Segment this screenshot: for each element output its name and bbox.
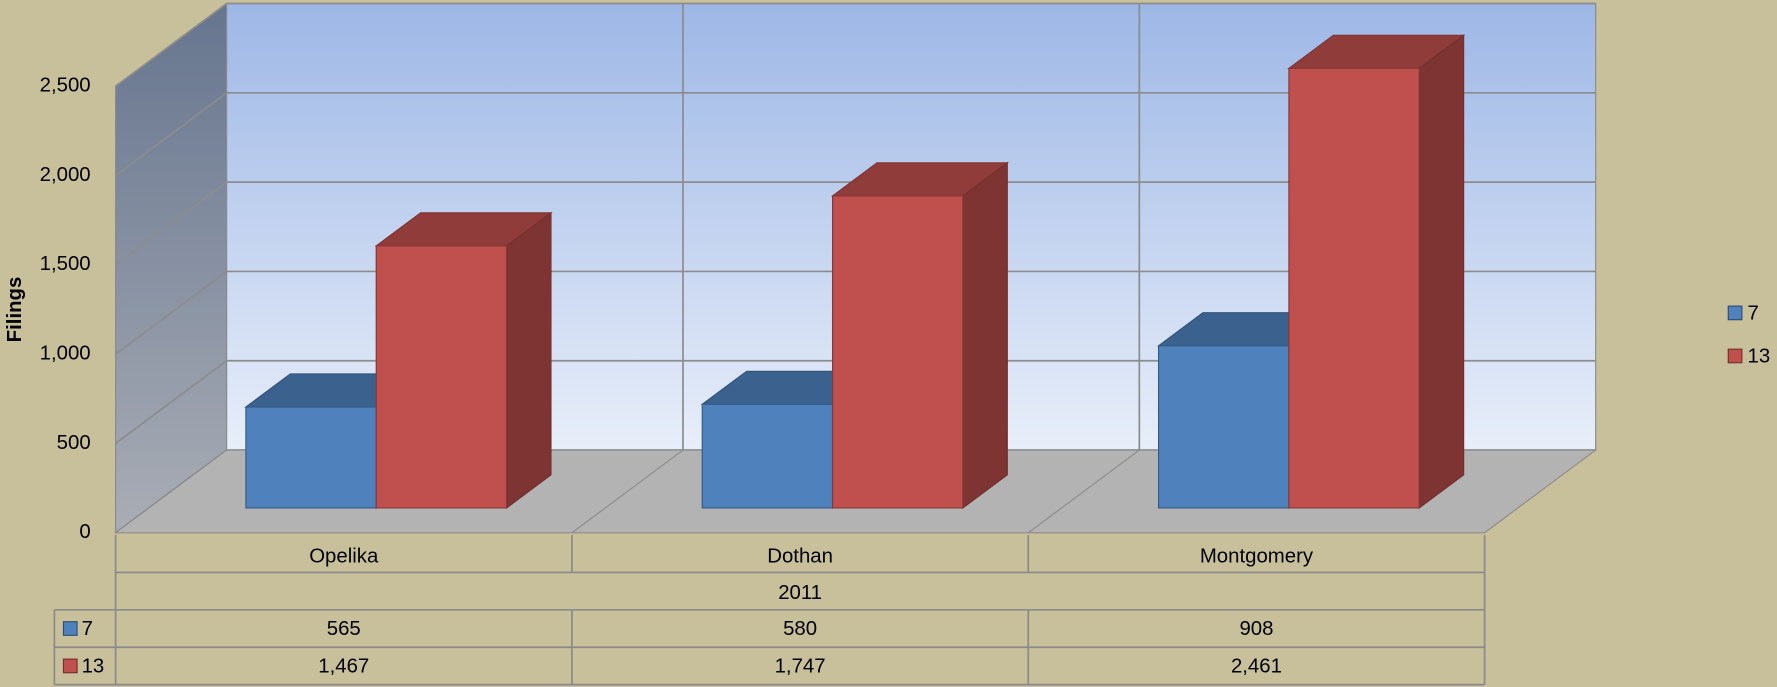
y-axis-label: Filings xyxy=(4,277,26,343)
bar xyxy=(701,403,834,509)
bar-side xyxy=(962,161,1008,510)
y-tick-label: 0 xyxy=(79,521,90,543)
legend-key xyxy=(1727,348,1743,364)
legend-label: 7 xyxy=(1748,302,1759,324)
y-tick-label: 2,000 xyxy=(40,164,91,186)
floor-line xyxy=(1027,449,1140,534)
table-value: 580 xyxy=(783,618,817,640)
table-legend-key xyxy=(62,658,78,674)
table-series-name: 7 xyxy=(82,618,93,640)
bar-side xyxy=(1418,34,1465,510)
y-tick-label: 1,500 xyxy=(40,253,91,275)
table-value: 2,461 xyxy=(1231,655,1282,677)
group-label: 2011 xyxy=(778,582,822,604)
x-tick-label: Dothan xyxy=(767,546,833,568)
legend-key xyxy=(1727,305,1743,321)
bar xyxy=(1157,345,1290,509)
bar-side xyxy=(505,211,552,510)
bar xyxy=(831,195,964,509)
x-tick-label: Opelika xyxy=(309,546,379,568)
table-legend-key xyxy=(62,621,78,636)
bar xyxy=(1288,67,1420,509)
table-value: 908 xyxy=(1239,618,1273,640)
table-value: 1,747 xyxy=(775,655,826,677)
table-value: 1,467 xyxy=(318,655,369,677)
x-tick-label: Montgomery xyxy=(1200,546,1314,568)
left-wall xyxy=(115,2,228,534)
y-tick-label: 500 xyxy=(57,432,91,454)
table-value: 565 xyxy=(327,618,361,640)
floor-line xyxy=(571,449,684,534)
table-series-name: 13 xyxy=(82,655,105,677)
legend-label: 13 xyxy=(1748,345,1771,367)
y-tick-label: 2,500 xyxy=(40,75,91,97)
bar xyxy=(245,406,377,509)
y-tick-label: 1,000 xyxy=(40,343,91,365)
bar xyxy=(375,245,508,509)
